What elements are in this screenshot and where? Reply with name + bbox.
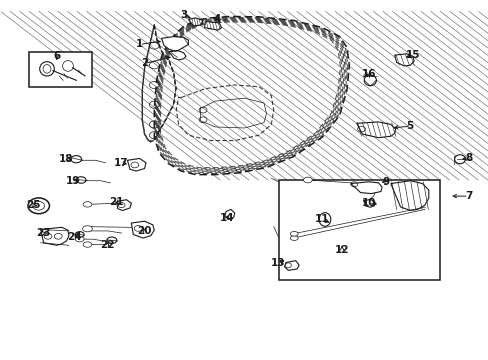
- Ellipse shape: [76, 177, 86, 183]
- Ellipse shape: [40, 62, 54, 76]
- Text: 9: 9: [382, 177, 388, 187]
- Polygon shape: [350, 182, 381, 194]
- Bar: [29, 51, 92, 87]
- Ellipse shape: [75, 237, 84, 242]
- Ellipse shape: [82, 226, 92, 232]
- Text: 16: 16: [361, 69, 375, 79]
- Polygon shape: [188, 18, 203, 26]
- Ellipse shape: [454, 155, 465, 164]
- Text: 6: 6: [53, 51, 61, 61]
- Ellipse shape: [290, 231, 298, 236]
- Text: 24: 24: [67, 232, 82, 242]
- Text: 3: 3: [180, 10, 187, 20]
- Ellipse shape: [319, 213, 330, 226]
- Ellipse shape: [43, 64, 51, 73]
- Polygon shape: [161, 37, 188, 51]
- Polygon shape: [41, 227, 69, 245]
- Polygon shape: [204, 22, 221, 30]
- Text: 11: 11: [315, 215, 329, 224]
- Text: 15: 15: [405, 50, 419, 60]
- Ellipse shape: [75, 231, 84, 237]
- Text: 7: 7: [464, 191, 471, 201]
- Polygon shape: [224, 210, 234, 220]
- Text: 13: 13: [270, 258, 285, 268]
- Text: 23: 23: [36, 228, 51, 238]
- Ellipse shape: [290, 236, 298, 240]
- Text: 21: 21: [109, 197, 124, 207]
- Ellipse shape: [83, 202, 92, 207]
- Polygon shape: [131, 221, 154, 238]
- Ellipse shape: [107, 237, 117, 243]
- Ellipse shape: [71, 156, 81, 163]
- Polygon shape: [284, 261, 299, 270]
- Polygon shape: [117, 200, 131, 211]
- Bar: [278, 180, 439, 280]
- Polygon shape: [168, 51, 185, 60]
- Text: 5: 5: [406, 121, 413, 131]
- Ellipse shape: [364, 75, 376, 86]
- Polygon shape: [356, 122, 395, 138]
- Text: 19: 19: [65, 176, 80, 186]
- Ellipse shape: [62, 60, 73, 71]
- Text: 12: 12: [334, 245, 348, 255]
- Text: 4: 4: [214, 14, 221, 24]
- Text: 1: 1: [136, 40, 143, 49]
- Text: 14: 14: [220, 213, 234, 222]
- Ellipse shape: [303, 177, 312, 183]
- Polygon shape: [390, 181, 428, 211]
- Text: 17: 17: [114, 158, 129, 168]
- Text: 22: 22: [100, 240, 114, 250]
- Ellipse shape: [83, 242, 92, 247]
- Text: 10: 10: [361, 198, 375, 208]
- Ellipse shape: [285, 263, 291, 268]
- Text: 25: 25: [26, 200, 41, 210]
- Polygon shape: [394, 54, 413, 66]
- Text: 18: 18: [59, 154, 74, 164]
- Text: 2: 2: [141, 58, 148, 68]
- Text: 20: 20: [137, 226, 151, 236]
- Polygon shape: [127, 158, 146, 171]
- Text: 8: 8: [464, 153, 471, 163]
